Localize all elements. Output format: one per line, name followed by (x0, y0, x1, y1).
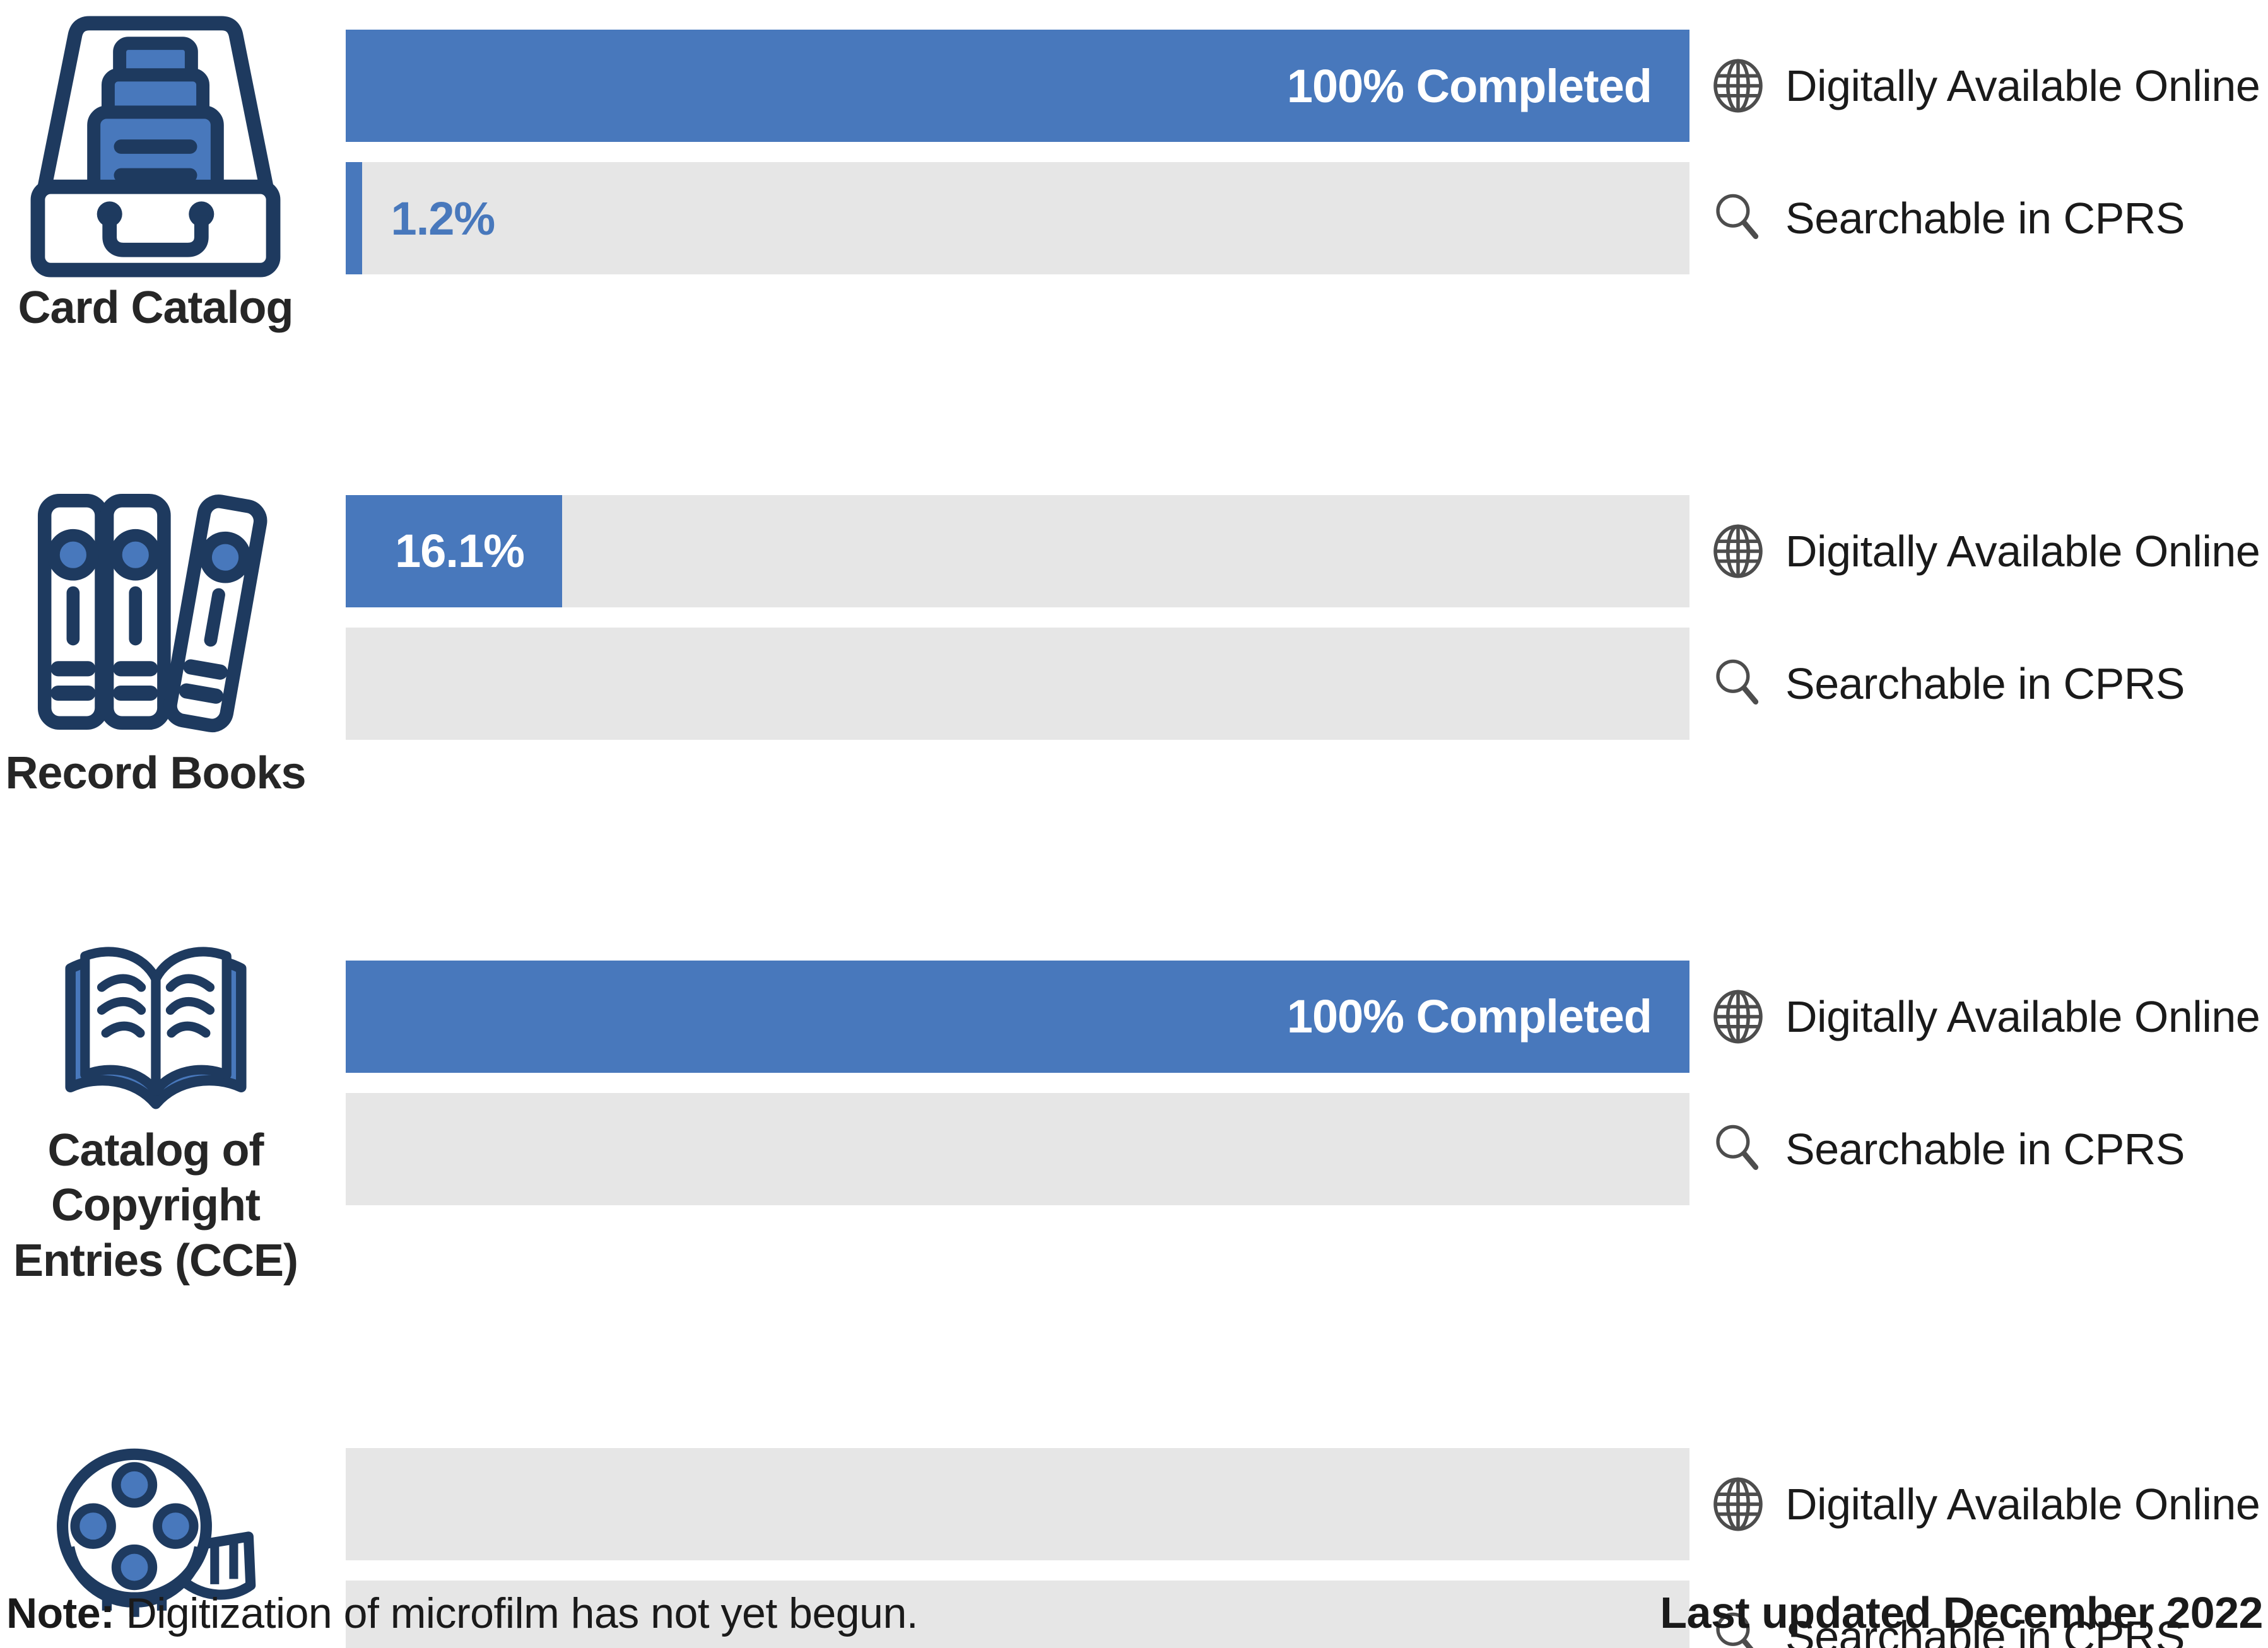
bar-fill-online: 100% Completed (346, 960, 1689, 1073)
legend-cprs-label: Searchable in CPRS (1785, 194, 2185, 243)
legend-online-label: Digitally Available Online (1785, 526, 2260, 576)
category-row: Record Books 16.1% Digitally Available O… (0, 493, 2260, 802)
category-label: Catalog of Copyright Entries (CCE) (13, 1125, 298, 1287)
category-column: Catalog of Copyright Entries (CCE) (0, 947, 346, 1289)
category-label: Record Books (5, 747, 306, 798)
legend-online: Digitally Available Online (1710, 1476, 2260, 1533)
bar-pair: 16.1% Digitally Available Online (346, 494, 2260, 740)
bar-track-cprs (346, 627, 1689, 740)
bar-track-cprs (346, 1581, 1689, 1648)
record-books-icon (20, 493, 291, 732)
footnote-prefix: Note: (6, 1589, 115, 1637)
bar-line-cprs: Searchable in CPRS (346, 627, 2260, 740)
category-label: Card Catalog (18, 283, 293, 333)
bar-track-cprs (346, 1092, 1689, 1205)
legend-online: Digitally Available Online (1710, 57, 2260, 114)
bar-line-online: 100% Completed Digitally Available Onlin… (346, 30, 2260, 142)
legend-online: Digitally Available Online (1710, 988, 2260, 1045)
globe-icon (1710, 57, 1766, 114)
open-book-icon (52, 947, 260, 1109)
bar-line-online: 16.1% Digitally Available Online (346, 494, 2260, 607)
bar-value-label: 1.2% (391, 192, 496, 245)
bar-line-online: 100% Completed Digitally Available Onlin… (346, 960, 2260, 1073)
bar-track-online: 16.1% (346, 494, 1689, 607)
category-row: Card Catalog 100% Completed Digitally Av… (0, 15, 2260, 336)
legend-cprs-label: Searchable in CPRS (1785, 658, 2185, 708)
category-column: Card Catalog (0, 15, 346, 336)
legend-cprs: Searchable in CPRS (1710, 190, 2185, 247)
legend-online: Digitally Available Online (1710, 523, 2260, 580)
bar-track-online: 100% Completed (346, 30, 1689, 142)
category-column: Record Books (0, 493, 346, 802)
bar-value-label: 100% Completed (1286, 59, 1652, 112)
legend-cprs: Searchable in CPRS (1710, 655, 2185, 712)
search-icon (1710, 190, 1766, 247)
bar-pair: 100% Completed Digitally Available Onlin… (346, 960, 2260, 1205)
globe-icon (1710, 523, 1766, 580)
legend-cprs: Searchable in CPRS (1710, 1608, 2185, 1648)
legend-online-label: Digitally Available Online (1785, 991, 2260, 1041)
legend-online-label: Digitally Available Online (1785, 1480, 2260, 1529)
bar-fill-cprs (346, 162, 362, 274)
footnote-text: Digitization of microfilm has not yet be… (114, 1589, 919, 1637)
category-column: Microfilm (0, 1448, 346, 1648)
bar-value-label: 16.1% (395, 525, 525, 578)
bar-pair: 100% Completed Digitally Available Onlin… (346, 30, 2260, 274)
footer: Note: Digitization of microfilm has not … (6, 1587, 2263, 1638)
footnote: Note: Digitization of microfilm has not … (6, 1589, 919, 1638)
bar-track-online (346, 1448, 1689, 1561)
bar-line-online: Digitally Available Online (346, 1448, 2260, 1561)
globe-icon (1710, 988, 1766, 1045)
search-icon (1710, 655, 1766, 712)
bar-pair: Digitally Available Online Searchable in… (346, 1448, 2260, 1648)
last-updated-label: Last updated December 2022 (1660, 1588, 2263, 1637)
globe-icon (1710, 1476, 1766, 1533)
bar-track-online: 100% Completed (346, 960, 1689, 1073)
bar-fill-online: 100% Completed (346, 30, 1689, 142)
bar-line-cprs: Searchable in CPRS (346, 1581, 2260, 1648)
bar-track-cprs: 1.2% (346, 162, 1689, 274)
category-row: Microfilm Digitally Available Online (0, 1448, 2260, 1648)
legend-cprs-label: Searchable in CPRS (1785, 1612, 2185, 1648)
category-row: Catalog of Copyright Entries (CCE) 100% … (0, 947, 2260, 1289)
chart-rows: Card Catalog 100% Completed Digitally Av… (0, 15, 2260, 1648)
bar-line-cprs: Searchable in CPRS (346, 1092, 2260, 1205)
film-reel-icon (50, 1448, 261, 1637)
bar-value-label: 100% Completed (1286, 990, 1652, 1043)
legend-online-label: Digitally Available Online (1785, 61, 2260, 110)
card-catalog-icon (12, 15, 299, 278)
search-icon (1710, 1121, 1766, 1178)
legend-cprs-label: Searchable in CPRS (1785, 1124, 2185, 1174)
legend-cprs: Searchable in CPRS (1710, 1121, 2185, 1178)
bar-line-cprs: 1.2% Searchable in CPRS (346, 162, 2260, 274)
bar-fill-online: 16.1% (346, 494, 562, 607)
